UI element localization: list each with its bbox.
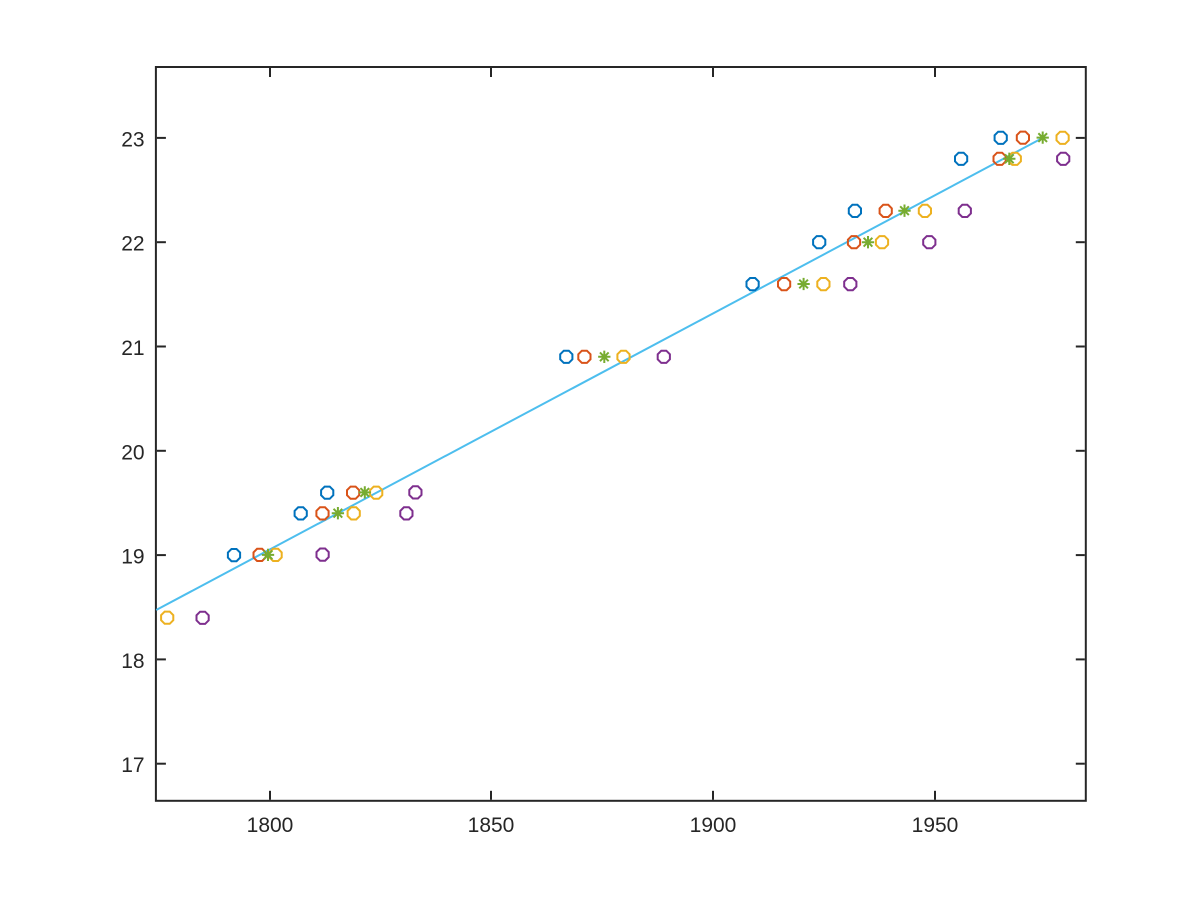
svg-text:1950: 1950 xyxy=(912,814,959,837)
svg-text:19: 19 xyxy=(121,546,144,569)
svg-text:21: 21 xyxy=(121,337,144,360)
svg-text:17: 17 xyxy=(121,754,144,777)
svg-text:20: 20 xyxy=(121,441,144,464)
svg-text:23: 23 xyxy=(121,128,144,151)
svg-text:1800: 1800 xyxy=(247,814,294,837)
svg-text:18: 18 xyxy=(121,650,144,673)
svg-text:1850: 1850 xyxy=(468,814,515,837)
svg-text:1900: 1900 xyxy=(690,814,737,837)
svg-text:22: 22 xyxy=(121,233,144,256)
